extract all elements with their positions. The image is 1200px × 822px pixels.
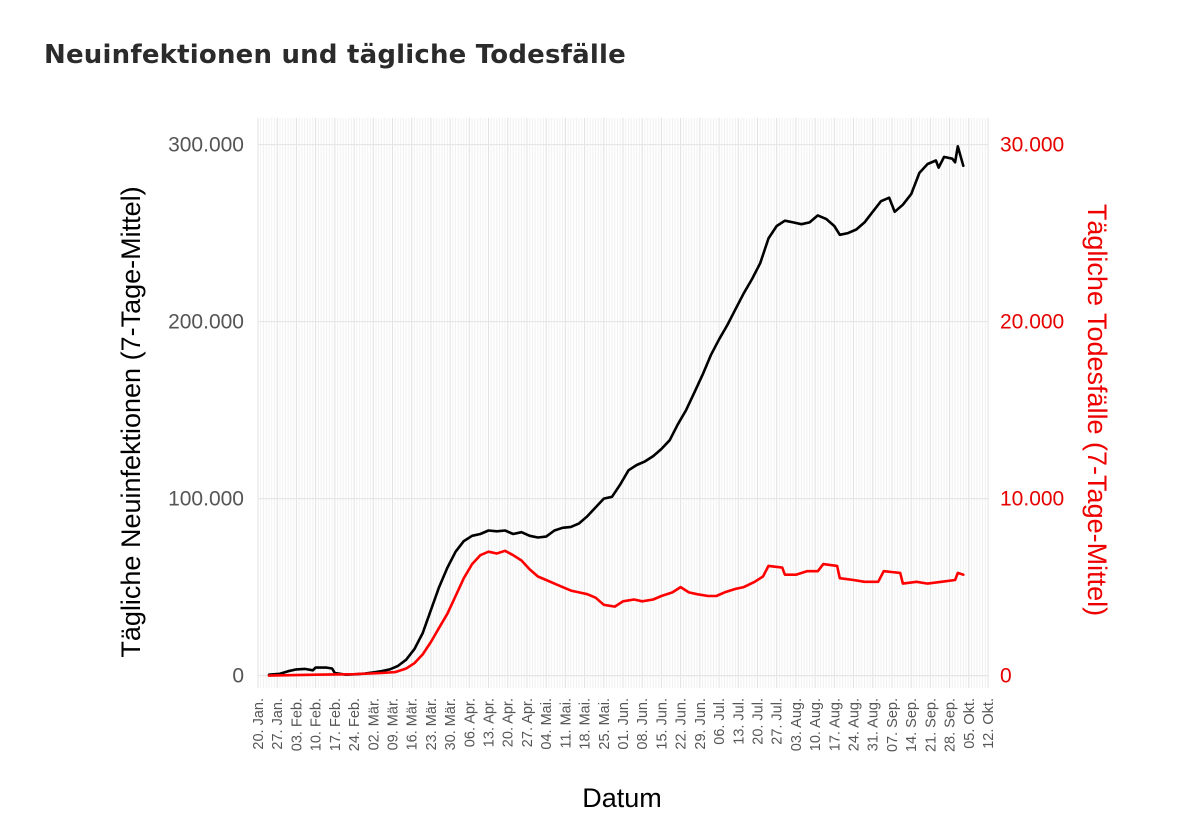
x-tick-label: 04. Mai. (539, 698, 555, 750)
x-tick-label: 10. Feb. (309, 698, 325, 751)
x-tick-label: 23. Mär. (424, 698, 440, 750)
x-tick-label: 20. Jul. (751, 698, 767, 745)
series-line-deaths (267, 549, 965, 677)
y-left-tick-label: 0 (232, 665, 244, 688)
x-ticks: 20. Jan. 27. Jan. 03. Feb. 10. Feb. 17. Feb.… (251, 698, 997, 752)
x-tick-label: 08. Jun. (635, 698, 651, 750)
x-tick-label: 07. Sep. (885, 698, 901, 752)
x-tick-label: 13. Jul. (731, 698, 747, 745)
x-tick-label: 31. Aug. (866, 698, 882, 751)
x-tick-label: 27. Apr. (520, 698, 536, 747)
x-tick-label: 29. Jun. (693, 698, 709, 750)
y-axis-right-title: Tägliche Todesfälle (7-Tage-Mittel) (1082, 204, 1112, 616)
x-axis-title: Datum (582, 783, 662, 813)
x-tick-label: 17. Aug. (827, 698, 843, 751)
y-right-tick-label: 10.000 (1000, 488, 1064, 511)
x-tick-label: 21. Sep. (923, 698, 939, 752)
x-tick-label: 27. Jul. (770, 698, 786, 745)
right-ticks: 0 10.000 20.000 30.000 (1000, 134, 1064, 688)
series-lines (267, 145, 965, 677)
x-tick-label: 11. Mai. (558, 698, 574, 749)
series-line-infections (267, 145, 965, 677)
x-tick-label: 06. Jul. (712, 698, 728, 745)
y-right-tick-label: 0 (1000, 665, 1012, 688)
x-tick-label: 18. Mai. (578, 698, 594, 750)
x-tick-label: 10. Aug. (808, 698, 824, 751)
page-title: Neuinfektionen und tägliche Todesfälle (44, 40, 626, 70)
major-gridlines (257, 118, 989, 688)
x-tick-label: 20. Apr. (501, 698, 517, 747)
x-tick-label: 03. Aug. (789, 698, 805, 751)
x-tick-label: 05. Okt. (962, 698, 978, 749)
y-left-tick-label: 300.000 (168, 134, 244, 157)
y-axis-left-title: Tägliche Neuinfektionen (7-Tage-Mittel) (116, 186, 146, 657)
x-tick-label: 22. Jun. (674, 698, 690, 750)
x-tick-label: 14. Sep. (904, 698, 920, 752)
x-tick-label: 24. Feb. (347, 698, 363, 751)
x-tick-label: 30. Mär. (443, 698, 459, 750)
x-tick-label: 01. Jun. (616, 698, 632, 750)
x-tick-label: 06. Apr. (462, 698, 478, 747)
x-tick-label: 27. Jan. (270, 698, 286, 750)
x-tick-label: 16. Mär. (405, 698, 421, 750)
y-right-tick-label: 20.000 (1000, 311, 1064, 334)
x-tick-label: 03. Feb. (289, 698, 305, 751)
x-tick-label: 12. Okt. (981, 698, 997, 749)
left-ticks: 0 100.000 200.000 300.000 (168, 134, 244, 688)
x-tick-label: 28. Sep. (943, 698, 959, 752)
x-tick-label: 15. Jun. (654, 698, 670, 750)
y-right-tick-label: 30.000 (1000, 134, 1064, 157)
x-tick-label: 17. Feb. (328, 698, 344, 751)
x-tick-label: 13. Apr. (482, 698, 498, 747)
x-tick-label: 25. Mai. (597, 698, 613, 750)
x-tick-label: 02. Mär. (366, 698, 382, 750)
y-left-tick-label: 200.000 (168, 311, 244, 334)
x-tick-label: 20. Jan. (251, 698, 267, 750)
x-tick-label: 24. Aug. (847, 698, 863, 751)
x-tick-label: 09. Mär. (386, 698, 402, 750)
y-left-tick-label: 100.000 (168, 488, 244, 511)
